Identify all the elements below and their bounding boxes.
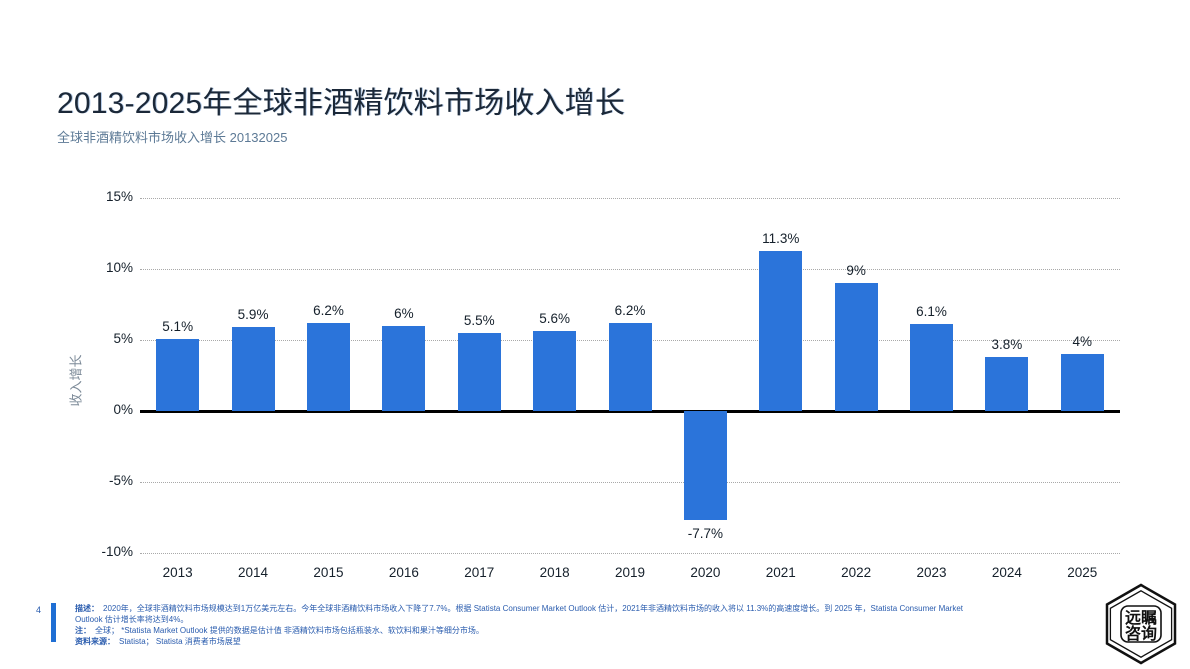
footnote-source-label: 资料来源： bbox=[75, 637, 115, 646]
logo-hexagon-outer bbox=[1105, 583, 1177, 665]
bar-2016 bbox=[382, 325, 426, 411]
bar-2019 bbox=[608, 322, 652, 411]
page-title: 2013-2025年全球非酒精饮料市场收入增长 bbox=[57, 87, 626, 120]
value-label-2025: 4% bbox=[1072, 334, 1093, 350]
footnote-description: 描述： 2020年，全球非酒精饮料市场规模达到1万亿美元左右。今年全球非酒精饮料市… bbox=[75, 603, 987, 625]
bar-2023 bbox=[910, 324, 954, 411]
footnote-description-text: 2020年，全球非酒精饮料市场规模达到1万亿美元左右。今年全球非酒精饮料市场收入… bbox=[75, 604, 964, 624]
value-label-2020: -7.7% bbox=[687, 526, 724, 542]
bar-2020 bbox=[683, 411, 727, 521]
x-tick-label-2013: 2013 bbox=[162, 565, 193, 580]
logo-text-bottom: 咨询 bbox=[1125, 624, 1157, 643]
value-label-2014: 5.9% bbox=[237, 307, 269, 323]
accent-bar bbox=[51, 603, 56, 642]
bar-2025 bbox=[1060, 354, 1104, 411]
value-label-2018: 5.6% bbox=[539, 311, 570, 327]
value-label-2016: 6% bbox=[394, 305, 414, 321]
value-label-2022: 9% bbox=[846, 263, 866, 279]
page-number: 4 bbox=[36, 605, 42, 615]
x-tick-label-2014: 2014 bbox=[238, 565, 269, 580]
x-tick-label-2023: 2023 bbox=[916, 565, 947, 580]
footnote-note-label: 注： bbox=[75, 626, 91, 635]
bar-2013 bbox=[156, 338, 200, 411]
x-tick-label-2024: 2024 bbox=[991, 565, 1022, 580]
x-axis-zero-line bbox=[140, 409, 1120, 413]
value-label-2015: 6.2% bbox=[313, 302, 344, 318]
logo-frame bbox=[1120, 605, 1162, 643]
bar-2014 bbox=[231, 327, 275, 411]
gridline bbox=[140, 482, 1120, 483]
bar-2017 bbox=[457, 332, 501, 411]
footnote-description-label: 描述： bbox=[75, 604, 99, 613]
x-tick-label-2016: 2016 bbox=[388, 565, 419, 580]
bar-2024 bbox=[985, 357, 1029, 411]
value-label-2024: 3.8% bbox=[991, 337, 1023, 353]
gridline bbox=[140, 198, 1120, 199]
footnote-note: 注： 全球； *Statista Market Outlook 提供的数据是估计值… bbox=[75, 625, 987, 636]
value-label-2021: 11.3% bbox=[762, 230, 800, 246]
y-tick-label: 10% bbox=[105, 260, 133, 275]
y-tick-label: 5% bbox=[113, 331, 133, 346]
x-tick-label-2015: 2015 bbox=[313, 565, 344, 580]
x-tick-label-2019: 2019 bbox=[614, 565, 646, 580]
bar-chart: 收入增长 5.1% 5.9% 6.2% 6% 5.5% 5.6% 6.2% -7.7% 11.3… bbox=[69, 189, 1120, 580]
bar-2021 bbox=[759, 250, 803, 411]
x-tick-label-2017: 2017 bbox=[464, 565, 495, 580]
bar-2015 bbox=[306, 322, 350, 411]
x-tick-label-2022: 2022 bbox=[841, 565, 872, 580]
bar-2018 bbox=[533, 331, 577, 411]
value-label-2023: 6.1% bbox=[916, 304, 947, 320]
footnotes: 描述： 2020年，全球非酒精饮料市场规模达到1万亿美元左右。今年全球非酒精饮料市… bbox=[75, 603, 987, 647]
footnote-source: 资料来源： Statista； Statista 消费者市场展望 bbox=[75, 636, 987, 647]
y-tick-label: 0% bbox=[113, 402, 133, 417]
y-tick-label: 15% bbox=[105, 189, 133, 204]
value-label-2013: 5.1% bbox=[162, 318, 194, 334]
page-subtitle: 全球非酒精饮料市场收入增长 20132025 bbox=[57, 130, 288, 145]
y-tick-label: -10% bbox=[101, 544, 133, 559]
value-label-2017: 5.5% bbox=[463, 312, 495, 328]
x-tick-label-2020: 2020 bbox=[690, 565, 721, 580]
gridline bbox=[140, 553, 1120, 554]
y-tick-label: -5% bbox=[108, 473, 133, 488]
bar-2022 bbox=[834, 283, 878, 411]
company-logo: 远瞩 咨询 bbox=[1105, 583, 1177, 665]
logo-text-top: 远瞩 bbox=[1125, 609, 1157, 627]
logo-hexagon-inner bbox=[1109, 590, 1173, 658]
value-label-2019: 6.2% bbox=[614, 302, 646, 318]
x-tick-label-2021: 2021 bbox=[765, 565, 796, 580]
footnote-note-text: 全球； *Statista Market Outlook 提供的数据是估计值 非… bbox=[95, 626, 484, 635]
plot-area: 5.1% 5.9% 6.2% 6% 5.5% 5.6% 6.2% -7.7% 11.3% 9% 6.… bbox=[140, 198, 1120, 554]
x-tick-label-2025: 2025 bbox=[1067, 565, 1098, 580]
gridline bbox=[140, 269, 1120, 270]
x-tick-label-2018: 2018 bbox=[539, 565, 570, 580]
footnote-source-text: Statista； Statista 消费者市场展望 bbox=[119, 637, 241, 646]
